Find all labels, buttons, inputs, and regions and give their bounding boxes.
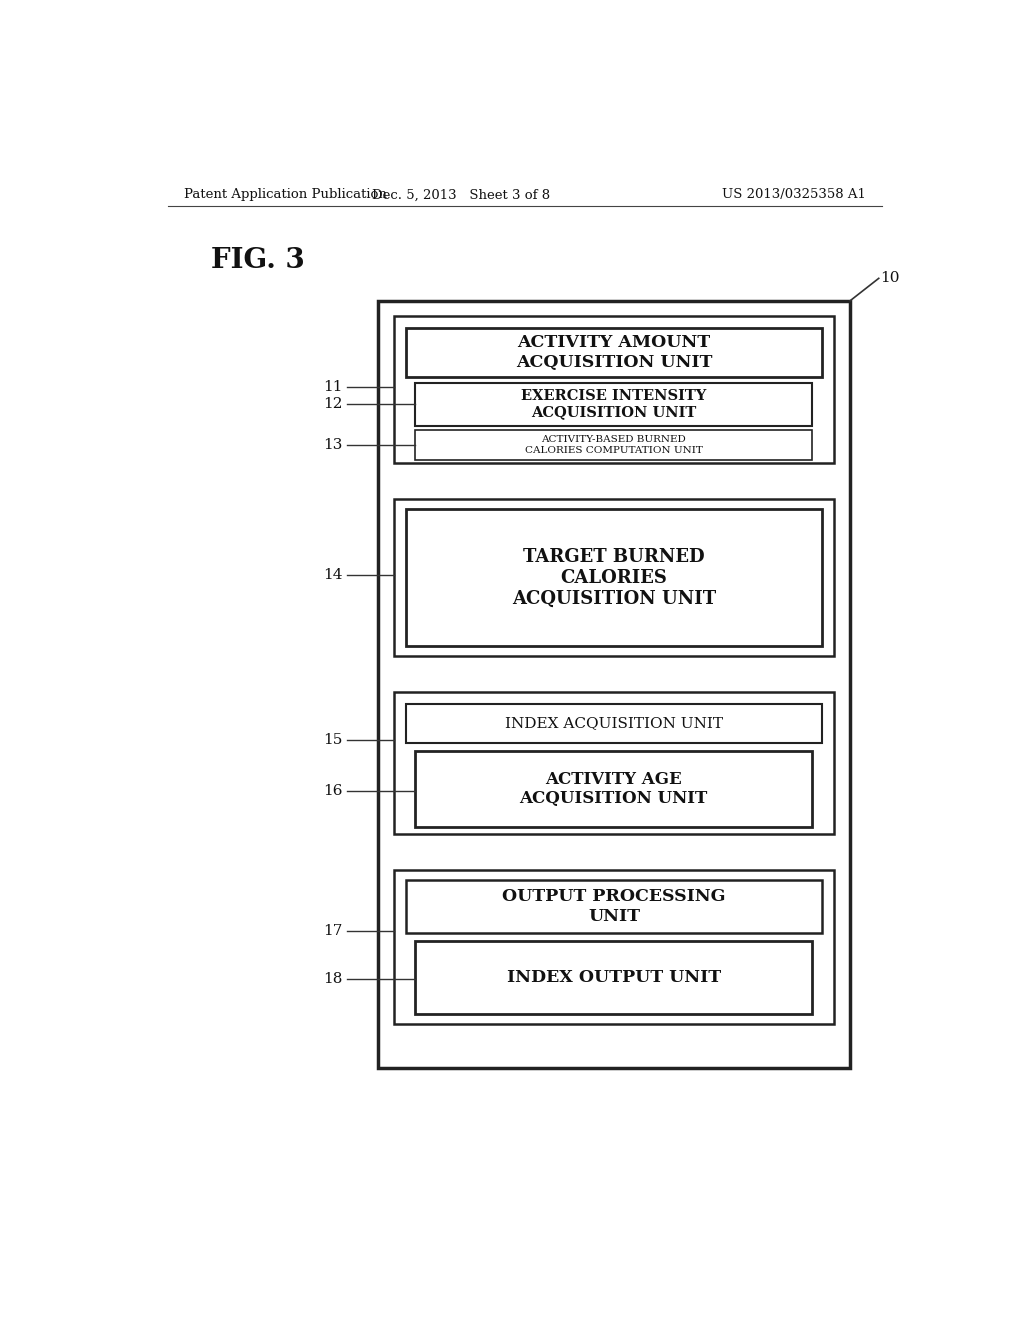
Bar — [416, 430, 812, 461]
Text: 17: 17 — [323, 924, 342, 939]
Text: 16: 16 — [323, 784, 342, 797]
Text: INDEX OUTPUT UNIT: INDEX OUTPUT UNIT — [507, 969, 721, 986]
Text: 18: 18 — [323, 972, 342, 986]
Text: EXERCISE INTENSITY
ACQUISITION UNIT: EXERCISE INTENSITY ACQUISITION UNIT — [521, 389, 707, 420]
Text: 14: 14 — [323, 568, 342, 582]
Text: Dec. 5, 2013   Sheet 3 of 8: Dec. 5, 2013 Sheet 3 of 8 — [373, 189, 550, 202]
Text: FIG. 3: FIG. 3 — [211, 247, 305, 273]
Text: 15: 15 — [323, 733, 342, 747]
Bar — [394, 870, 835, 1024]
Text: TARGET BURNED
CALORIES
ACQUISITION UNIT: TARGET BURNED CALORIES ACQUISITION UNIT — [512, 548, 716, 607]
Bar — [378, 301, 850, 1068]
Bar — [406, 704, 822, 743]
Text: 12: 12 — [323, 397, 342, 412]
Bar — [416, 941, 812, 1014]
Text: ACTIVITY AMOUNT
ACQUISITION UNIT: ACTIVITY AMOUNT ACQUISITION UNIT — [516, 334, 713, 371]
Bar — [394, 315, 835, 463]
Bar — [416, 751, 812, 828]
Text: 10: 10 — [881, 272, 900, 285]
Bar — [406, 510, 822, 647]
Text: US 2013/0325358 A1: US 2013/0325358 A1 — [722, 189, 866, 202]
Bar — [394, 499, 835, 656]
Text: INDEX ACQUISITION UNIT: INDEX ACQUISITION UNIT — [505, 717, 723, 730]
Text: ACTIVITY AGE
ACQUISITION UNIT: ACTIVITY AGE ACQUISITION UNIT — [519, 771, 708, 808]
Bar — [406, 880, 822, 933]
Text: Patent Application Publication: Patent Application Publication — [183, 189, 386, 202]
Text: ACTIVITY-BASED BURNED
CALORIES COMPUTATION UNIT: ACTIVITY-BASED BURNED CALORIES COMPUTATI… — [524, 436, 702, 454]
Text: 13: 13 — [323, 438, 342, 451]
Bar — [406, 329, 822, 378]
Text: 11: 11 — [323, 380, 342, 395]
Bar — [416, 383, 812, 426]
Bar — [394, 692, 835, 834]
Text: OUTPUT PROCESSING
UNIT: OUTPUT PROCESSING UNIT — [503, 888, 726, 925]
